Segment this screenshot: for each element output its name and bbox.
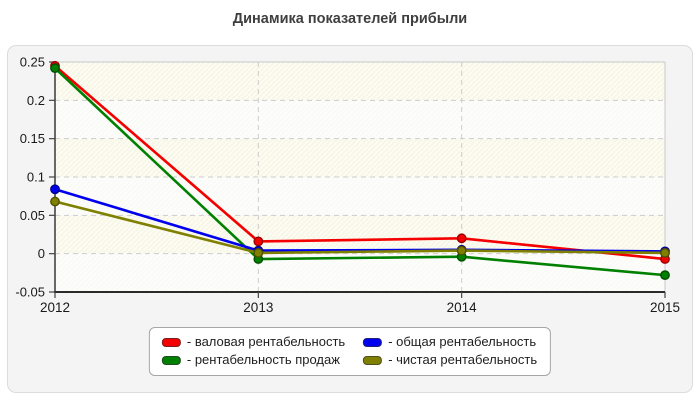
x-tick-label: 2012 (40, 300, 70, 315)
legend-item-label: - валовая рентабельность (186, 334, 346, 349)
x-tick-label: 2013 (243, 300, 273, 315)
x-tick-label: 2015 (650, 300, 680, 315)
y-tick-label: 0.1 (27, 170, 45, 185)
legend-item-label: - рентабельность продаж (186, 352, 340, 367)
data-point (50, 196, 60, 207)
y-tick-label: -0.05 (15, 285, 45, 300)
legend-item: - общая рентабельность (363, 334, 537, 350)
data-point (253, 236, 264, 247)
legend-swatch-blue (363, 337, 383, 347)
legend-item-label: - общая рентабельность (388, 334, 537, 349)
legend-item: - рентабельность продаж (161, 352, 345, 368)
series-line-валовая рентабельность (54, 64, 666, 261)
y-tick-label: 0 (38, 246, 45, 261)
legend-swatch-red (161, 337, 181, 347)
y-tick-label: 0.05 (20, 208, 45, 223)
series-line-рентабельность продаж (54, 67, 666, 277)
data-point (660, 270, 670, 281)
data-point (660, 247, 670, 258)
y-tick-label: 0.25 (20, 55, 45, 70)
legend-swatch-green (161, 355, 181, 365)
data-point (456, 233, 467, 244)
legend: - валовая рентабельность - общая рентабе… (148, 327, 552, 376)
x-tick-label: 2014 (447, 300, 478, 315)
data-point (456, 245, 467, 256)
chart-title: Динамика показателей прибыли (232, 11, 468, 27)
series-line-чистая рентабельность (54, 200, 666, 255)
legend-swatch-olive (363, 355, 383, 365)
legend-item-label: - чистая рентабельность (388, 352, 538, 367)
y-tick-label: 0.15 (20, 131, 45, 146)
legend-item: - чистая рентабельность (363, 352, 537, 368)
chart-panel: 0.25 0.2 0.15 0.1 0.05 0 -0.05 2012 2013 2014 2015… (7, 45, 693, 393)
y-tick-label: 0.2 (27, 93, 45, 108)
data-point (50, 184, 60, 195)
legend-item: - валовая рентабельность (161, 334, 346, 350)
data-point (50, 63, 60, 74)
data-point (253, 247, 264, 258)
